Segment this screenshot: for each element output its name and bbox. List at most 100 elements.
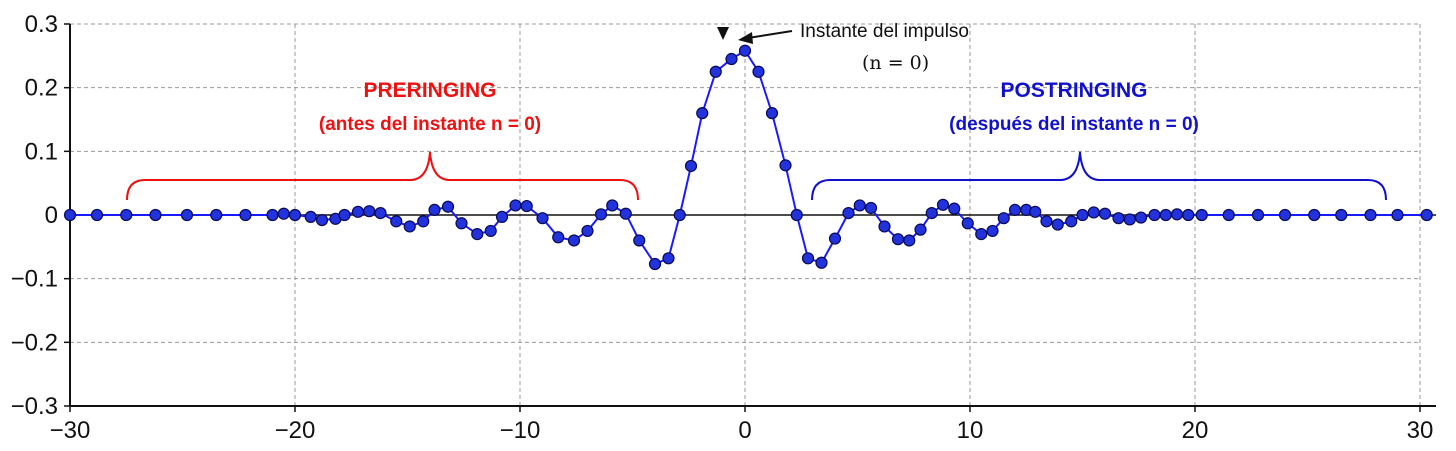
data-point	[567, 234, 581, 247]
data-point	[552, 231, 565, 244]
data-point	[1391, 208, 1404, 222]
data-point	[709, 65, 722, 78]
data-point	[1098, 207, 1112, 220]
data-point	[1112, 212, 1125, 225]
data-point	[828, 232, 842, 245]
data-point	[594, 208, 608, 221]
data-point	[428, 203, 441, 217]
data-point	[90, 208, 104, 222]
data-point	[1076, 208, 1089, 222]
postringing-subtitle: (después del instante n = 0)	[949, 114, 1199, 135]
data-point	[986, 224, 999, 238]
preringing-title: PRERINGING	[363, 79, 496, 102]
y-tick-label: 0	[45, 202, 58, 229]
data-point	[997, 212, 1010, 225]
y-tick-label: 0.2	[25, 75, 58, 102]
data-point	[441, 200, 455, 213]
data-point	[1065, 215, 1078, 228]
x-tick-label: 30	[1407, 417, 1434, 444]
data-point	[619, 207, 632, 220]
data-point	[633, 234, 646, 247]
data-point	[239, 208, 252, 222]
postringing-title: POSTRINGING	[1000, 79, 1147, 102]
x-tick-label: 20	[1182, 417, 1209, 444]
data-point	[1182, 208, 1195, 222]
data-point	[374, 206, 387, 220]
data-point	[180, 208, 194, 222]
data-point	[936, 198, 950, 211]
data-point	[1364, 208, 1377, 222]
data-point	[765, 107, 779, 120]
data-point	[509, 199, 522, 212]
data-point	[304, 210, 317, 224]
data-point	[815, 256, 828, 269]
data-point	[696, 107, 709, 120]
data-point	[1159, 208, 1172, 222]
data-point	[779, 159, 792, 172]
data-point	[662, 252, 675, 265]
data-point	[338, 208, 351, 222]
data-point	[878, 220, 891, 233]
data-point	[853, 199, 866, 212]
data-point	[288, 208, 302, 222]
data-point	[1148, 208, 1161, 222]
data-point	[484, 224, 497, 238]
data-point	[149, 208, 162, 222]
data-point	[725, 52, 738, 66]
data-point	[914, 223, 927, 236]
data-point	[752, 65, 765, 78]
x-tick-label: 0	[738, 417, 751, 444]
data-point	[948, 202, 961, 215]
data-point	[606, 199, 619, 212]
data-point	[891, 233, 905, 246]
x-tick-label: −20	[275, 417, 316, 444]
x-tick-label: −10	[500, 417, 541, 444]
preringing-brace	[126, 151, 639, 201]
data-point	[266, 208, 279, 222]
data-point	[1195, 208, 1208, 222]
data-point	[520, 199, 533, 213]
data-point	[1170, 208, 1184, 221]
data-point	[390, 215, 403, 228]
y-tick-label: −0.1	[11, 266, 58, 293]
data-point	[1123, 213, 1136, 226]
data-point	[673, 208, 686, 222]
data-point	[495, 210, 509, 224]
data-point	[315, 213, 329, 227]
data-point	[975, 228, 988, 241]
data-point	[1008, 203, 1022, 217]
tick-labels: −30 −20 −10 0 10 20 30 −0.3 −0.2 −0.1 0 0.1 0.2 0.3	[11, 11, 1434, 444]
y-tick-label: 0.3	[25, 11, 58, 38]
data-point	[1222, 208, 1235, 222]
data-point	[961, 217, 974, 230]
data-point	[648, 257, 662, 271]
data-point	[471, 228, 484, 241]
series-line	[70, 49, 1427, 266]
data-point	[363, 205, 376, 218]
data-point	[903, 234, 916, 247]
y-tick-label: −0.3	[11, 393, 58, 420]
data-point	[120, 208, 133, 222]
data-point	[536, 212, 549, 225]
data-point	[581, 224, 594, 238]
postringing-brace	[811, 151, 1387, 201]
data-point	[63, 208, 77, 222]
y-tick-label: 0.1	[25, 138, 58, 165]
data-point	[925, 206, 938, 220]
data-point	[1251, 208, 1265, 222]
x-tick-label: −30	[50, 417, 91, 444]
data-point	[1308, 208, 1321, 222]
data-point	[1029, 205, 1042, 218]
data-point	[277, 207, 290, 220]
data-point	[1420, 208, 1433, 222]
data-point	[210, 208, 223, 222]
data-point	[1051, 218, 1064, 231]
impulse-pointer-arrowhead	[738, 32, 753, 44]
data-point	[790, 208, 803, 222]
annotations: PRERINGING (antes del instante n = 0) PO…	[126, 21, 1387, 201]
data-series	[63, 44, 1433, 271]
data-point	[455, 217, 468, 230]
data-point	[864, 201, 878, 215]
data-point	[684, 159, 698, 173]
